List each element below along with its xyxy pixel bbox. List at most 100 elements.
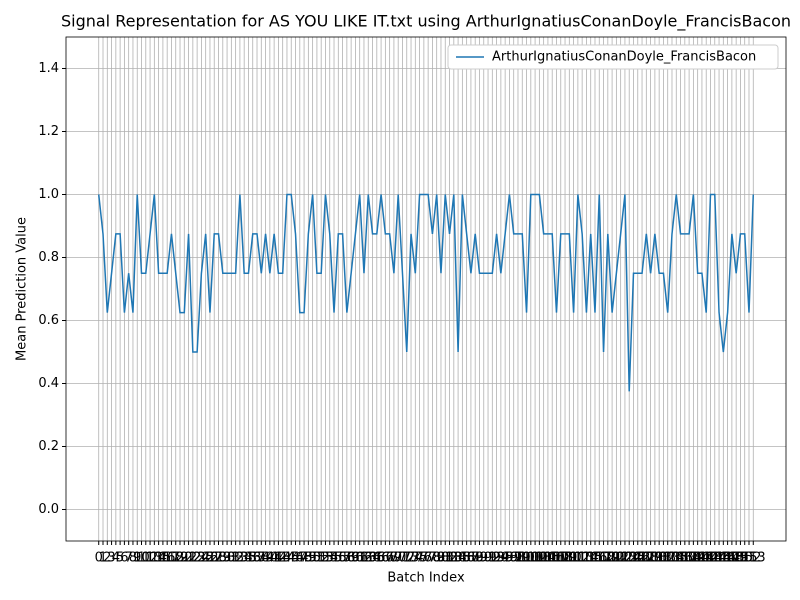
x-tick-label: 115	[578, 551, 603, 566]
x-tick-label: 61	[351, 551, 368, 566]
x-tick-label: 19	[172, 551, 189, 566]
x-tick-label: 40	[262, 551, 279, 566]
x-tick-label: 120	[600, 551, 625, 566]
x-tick-label: 37	[249, 551, 266, 566]
x-tick-label: 132	[651, 551, 676, 566]
x-tick-label: 51	[309, 551, 326, 566]
x-tick-label: 148	[719, 551, 744, 566]
x-tick-label: 35	[240, 551, 257, 566]
x-tick-label: 95	[497, 551, 514, 566]
x-tick-label: 105	[536, 551, 561, 566]
x-tick-label: 8	[129, 551, 137, 566]
x-tick-label: 117	[587, 551, 612, 566]
x-tick-label: 138	[677, 551, 702, 566]
x-tick-label: 79	[428, 551, 445, 566]
x-tick-label: 62	[356, 551, 373, 566]
y-tick-label: 0.4	[38, 376, 59, 391]
x-tick-label: 124	[617, 551, 642, 566]
x-tick-label: 7	[125, 551, 133, 566]
x-tick-label: 136	[668, 551, 693, 566]
y-axis-label: Mean Prediction Value	[15, 217, 30, 361]
x-tick-label: 150	[728, 551, 753, 566]
x-tick-label: 140	[685, 551, 710, 566]
x-tick-label: 53	[317, 551, 334, 566]
x-tick-label: 74	[407, 551, 424, 566]
x-tick-label: 107	[544, 551, 569, 566]
y-tick-label: 0.6	[38, 313, 59, 328]
x-tick-label: 30	[219, 551, 236, 566]
x-tick-label: 67	[377, 551, 394, 566]
legend: ArthurIgnatiusConanDoyle_FrancisBacon	[447, 44, 779, 70]
x-tick-label: 42	[270, 551, 287, 566]
x-tick-label: 12	[142, 551, 159, 566]
x-tick-label: 83	[446, 551, 463, 566]
x-tick-label: 52	[313, 551, 330, 566]
x-tick-label: 75	[411, 551, 428, 566]
x-tick-label: 38	[253, 551, 270, 566]
x-tick-label: 44	[279, 551, 296, 566]
x-tick-label: 152	[737, 551, 762, 566]
x-tick-label: 143	[698, 551, 723, 566]
x-tick-label: 34	[236, 551, 253, 566]
x-tick-label: 129	[638, 551, 663, 566]
x-tick-label: 73	[403, 551, 420, 566]
x-tick-label: 128	[634, 551, 659, 566]
y-tick-label: 0.0	[38, 502, 59, 517]
x-tick-label: 126	[625, 551, 650, 566]
x-tick-label: 108	[548, 551, 573, 566]
x-tick-label: 82	[441, 551, 458, 566]
x-tick-label: 16	[159, 551, 176, 566]
x-tick-label: 151	[732, 551, 757, 566]
x-tick-label: 31	[223, 551, 240, 566]
x-tick-label: 109	[553, 551, 578, 566]
y-tick-label: 1.4	[38, 61, 59, 76]
x-tick-label: 87	[463, 551, 480, 566]
x-tick-label: 131	[647, 551, 672, 566]
x-tick-label: 47	[292, 551, 309, 566]
x-tick-label: 112	[565, 551, 590, 566]
x-tick-label: 33	[232, 551, 249, 566]
x-tick-label: 5	[116, 551, 124, 566]
x-tick-label: 3	[107, 551, 115, 566]
x-tick-label: 71	[394, 551, 411, 566]
x-tick-label: 9	[133, 551, 141, 566]
y-tick-label: 0.8	[38, 250, 59, 265]
x-tick-label: 14	[150, 551, 167, 566]
x-tick-label: 39	[257, 551, 274, 566]
x-tick-label: 65	[369, 551, 386, 566]
x-tick-label: 118	[591, 551, 616, 566]
x-tick-label: 76	[416, 551, 433, 566]
x-tick-label: 6	[120, 551, 128, 566]
x-tick-label: 145	[707, 551, 732, 566]
x-tick-label: 11	[138, 551, 155, 566]
x-tick-label: 106	[540, 551, 565, 566]
x-tick-label: 103	[527, 551, 552, 566]
x-tick-label: 70	[390, 551, 407, 566]
x-tick-label: 111	[561, 551, 586, 566]
x-tick-label: 2	[103, 551, 111, 566]
x-tick-label: 96	[501, 551, 518, 566]
x-tick-label: 69	[386, 551, 403, 566]
plot-frame	[65, 36, 787, 542]
x-tick-label: 63	[360, 551, 377, 566]
x-tick-label: 46	[287, 551, 304, 566]
x-tick-label: 116	[583, 551, 608, 566]
line	[97, 193, 755, 392]
x-tick-label: 102	[523, 551, 548, 566]
x-tick-label: 28	[210, 551, 227, 566]
x-tick-label: 25	[197, 551, 214, 566]
y-tick-label: 1.2	[38, 124, 59, 139]
x-tick-label: 139	[681, 551, 706, 566]
x-tick-label: 98	[510, 551, 527, 566]
x-tick-label: 23	[189, 551, 206, 566]
chart-title: Signal Representation for AS YOU LIKE IT…	[61, 12, 791, 32]
x-tick-label: 15	[155, 551, 172, 566]
x-tick-label: 4	[112, 551, 120, 566]
x-tick-label: 125	[621, 551, 646, 566]
x-tick-label: 137	[672, 551, 697, 566]
x-tick-label: 64	[364, 551, 381, 566]
x-tick-label: 146	[711, 551, 736, 566]
x-tick-label: 48	[296, 551, 313, 566]
x-tick-label: 41	[266, 551, 283, 566]
x-tick-label: 122	[608, 551, 633, 566]
